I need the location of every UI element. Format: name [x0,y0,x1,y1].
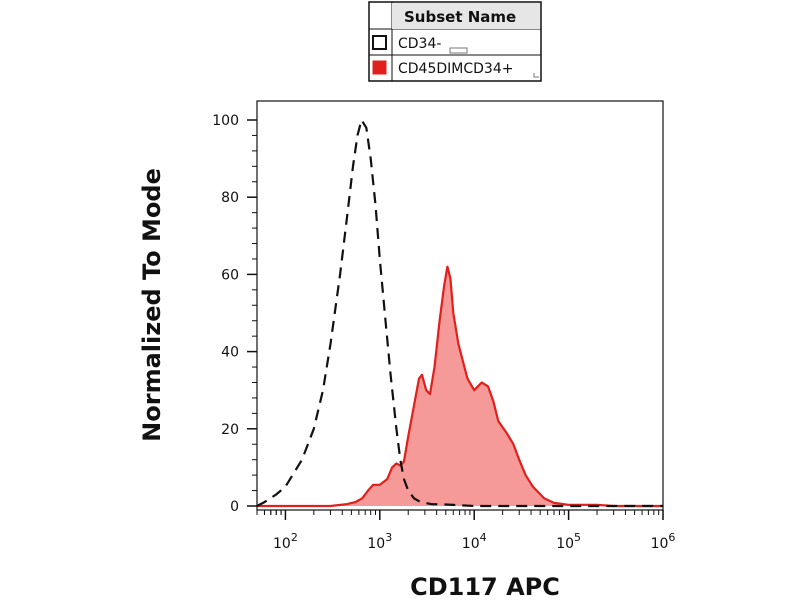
x-tick-label: 106 [651,531,676,552]
x-tick-label: 104 [462,531,487,552]
x-tick-label: 105 [556,531,581,552]
legend-swatch-cd34-neg [372,35,387,50]
legend: Subset Name CD34- CD45DIMCD34+ [368,1,542,82]
x-axis: 102 103 104 105 106 [256,510,676,552]
y-tick-label: 60 [221,267,239,283]
x-tick-label: 103 [367,531,392,552]
y-tick-label: 80 [221,190,239,206]
series-area-cd45dimcd34pos [257,266,663,506]
x-axis-title: CD117 APC [410,573,560,600]
series-layer [256,118,663,508]
legend-label-cd34-neg: CD34- [398,36,441,52]
legend-gate-marker [449,47,468,54]
series-line-cd34neg [256,118,663,508]
y-axis-title: Normalized To Mode [138,168,166,442]
legend-swatch-cd45dim [372,60,387,75]
y-tick-label: 100 [212,113,239,129]
y-tick-label: 40 [221,345,239,361]
y-tick-label: 20 [221,422,239,438]
y-tick-label: 0 [230,499,239,515]
legend-label-cd45dim: CD45DIMCD34+ [398,61,513,77]
y-axis: 0 20 40 60 80 100 [212,113,257,515]
series-line-cd45dimcd34pos [257,265,663,508]
legend-gate-marker [533,73,539,78]
legend-header-bg [392,3,540,29]
legend-header: Subset Name [404,8,516,26]
x-tick-label: 102 [273,531,298,552]
